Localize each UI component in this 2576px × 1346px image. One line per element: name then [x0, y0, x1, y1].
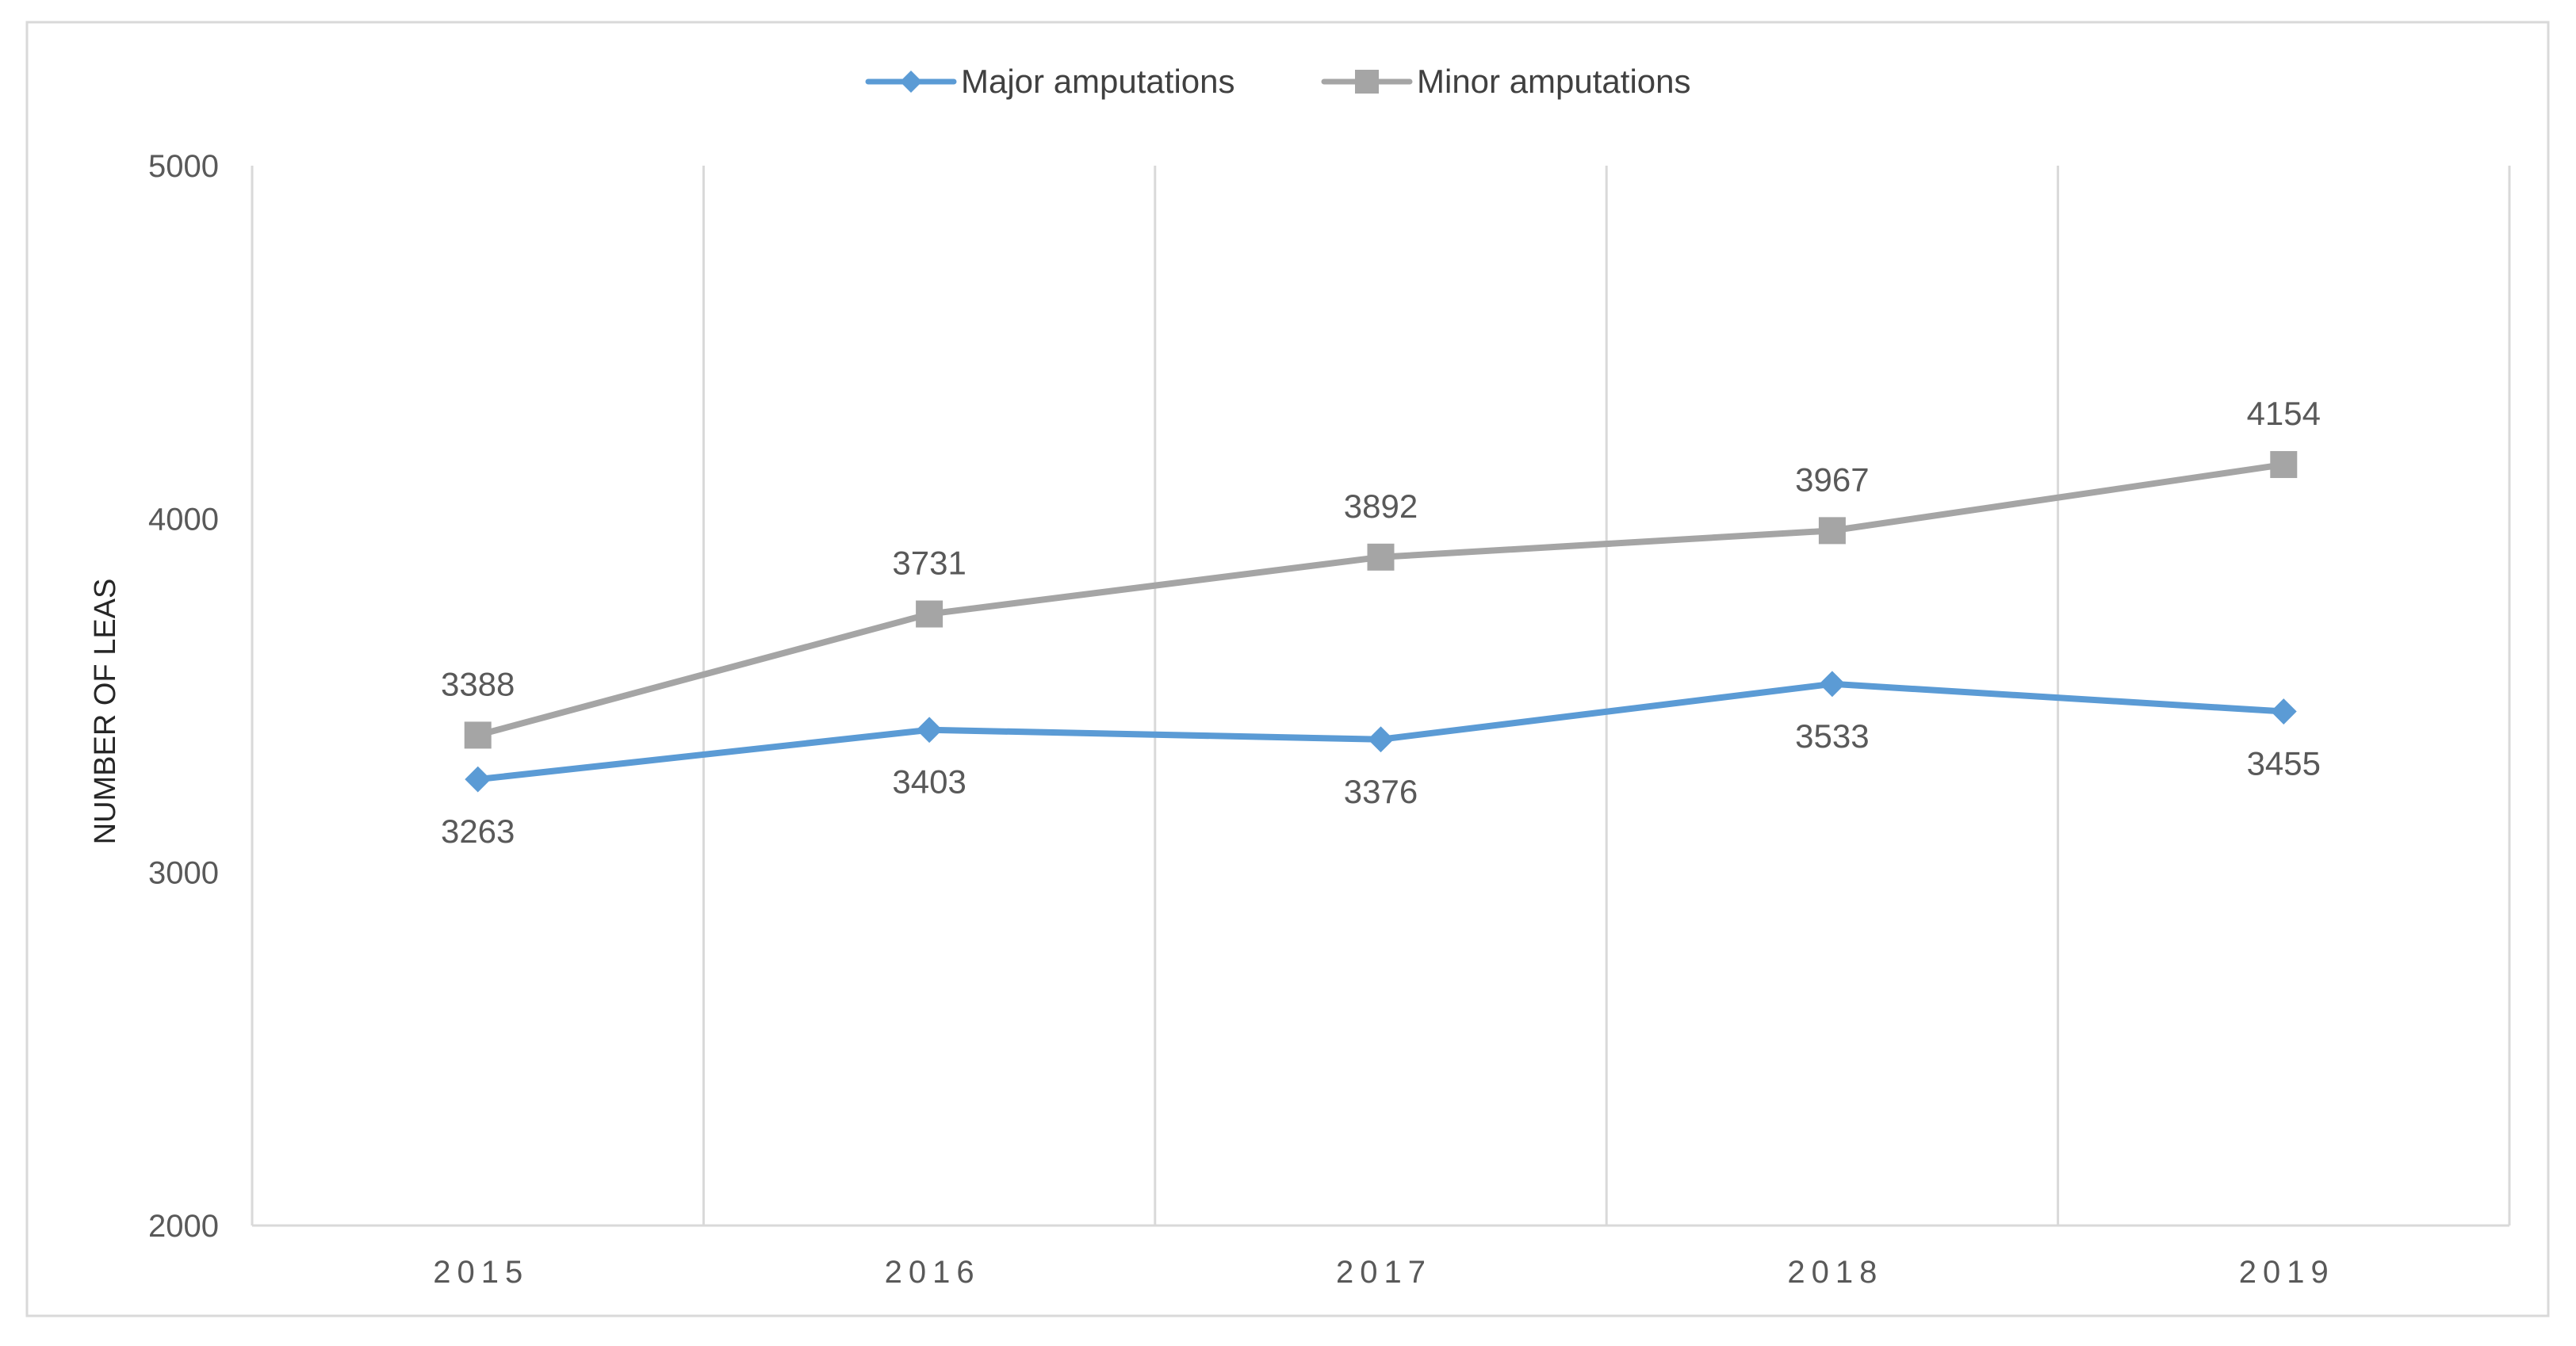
data-point-marker — [2270, 698, 2297, 725]
data-point-marker — [464, 721, 492, 749]
y-axis-title: NUMBER OF LEAS — [89, 579, 122, 845]
x-tick-label: 2017 — [1336, 1255, 1432, 1290]
data-point-marker — [2270, 451, 2298, 479]
data-point-marker — [1818, 517, 1846, 545]
x-axis-ticks: 2015 2016 2017 2018 2019 — [433, 1255, 2335, 1290]
data-label: 3403 — [892, 763, 966, 801]
x-tick-label: 2019 — [2239, 1255, 2335, 1290]
data-point-marker — [465, 766, 492, 793]
data-point-marker — [1367, 543, 1395, 571]
series-major-amputations — [465, 671, 2297, 793]
data-point-marker — [916, 600, 944, 628]
data-label: 3967 — [1795, 461, 1869, 498]
data-label: 3263 — [441, 813, 515, 850]
data-label: 3731 — [892, 545, 966, 582]
data-label: 3388 — [441, 665, 515, 702]
legend-label: Minor amputations — [1417, 63, 1691, 100]
legend-item: Minor amputations — [1321, 63, 1691, 100]
y-tick-label: 4000 — [148, 503, 219, 537]
y-tick-label: 5000 — [148, 149, 219, 184]
x-tick-label: 2018 — [1787, 1255, 1883, 1290]
y-tick-label: 3000 — [148, 855, 219, 890]
series — [464, 451, 2298, 793]
data-label: 4154 — [2247, 395, 2321, 432]
x-tick-label: 2015 — [433, 1255, 529, 1290]
legend: Major amputations Minor amputations — [865, 63, 1691, 100]
data-point-marker — [1819, 671, 1846, 698]
data-label: 3376 — [1344, 773, 1418, 810]
data-label: 3455 — [2247, 745, 2321, 782]
legend-marker — [1355, 70, 1379, 94]
data-labels: 3263 3403 3376 3533 3455 3388 3731 3892 3967 4154 — [441, 395, 2321, 850]
y-tick-label: 2000 — [148, 1209, 219, 1244]
data-label: 3892 — [1344, 488, 1418, 525]
y-axis-ticks: 2000 3000 4000 5000 — [148, 149, 219, 1244]
data-point-marker — [916, 717, 943, 744]
chart-border — [25, 21, 2550, 1317]
series-minor-amputations — [464, 451, 2298, 749]
data-point-marker — [1368, 726, 1394, 753]
x-tick-label: 2016 — [885, 1255, 981, 1290]
legend-item: Major amputations — [865, 63, 1235, 100]
data-label: 3533 — [1795, 717, 1869, 755]
legend-marker — [900, 71, 922, 93]
legend-label: Major amputations — [961, 63, 1235, 100]
